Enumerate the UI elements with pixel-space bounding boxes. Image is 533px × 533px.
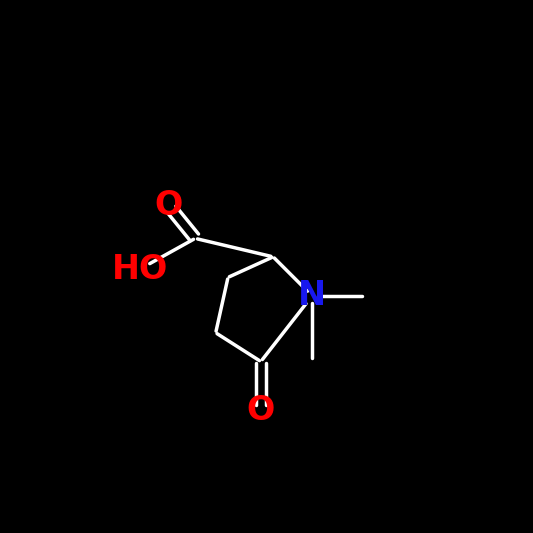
Text: O: O	[155, 189, 183, 222]
Text: O: O	[247, 394, 275, 427]
Text: N: N	[298, 279, 326, 312]
Text: HO: HO	[111, 253, 168, 286]
